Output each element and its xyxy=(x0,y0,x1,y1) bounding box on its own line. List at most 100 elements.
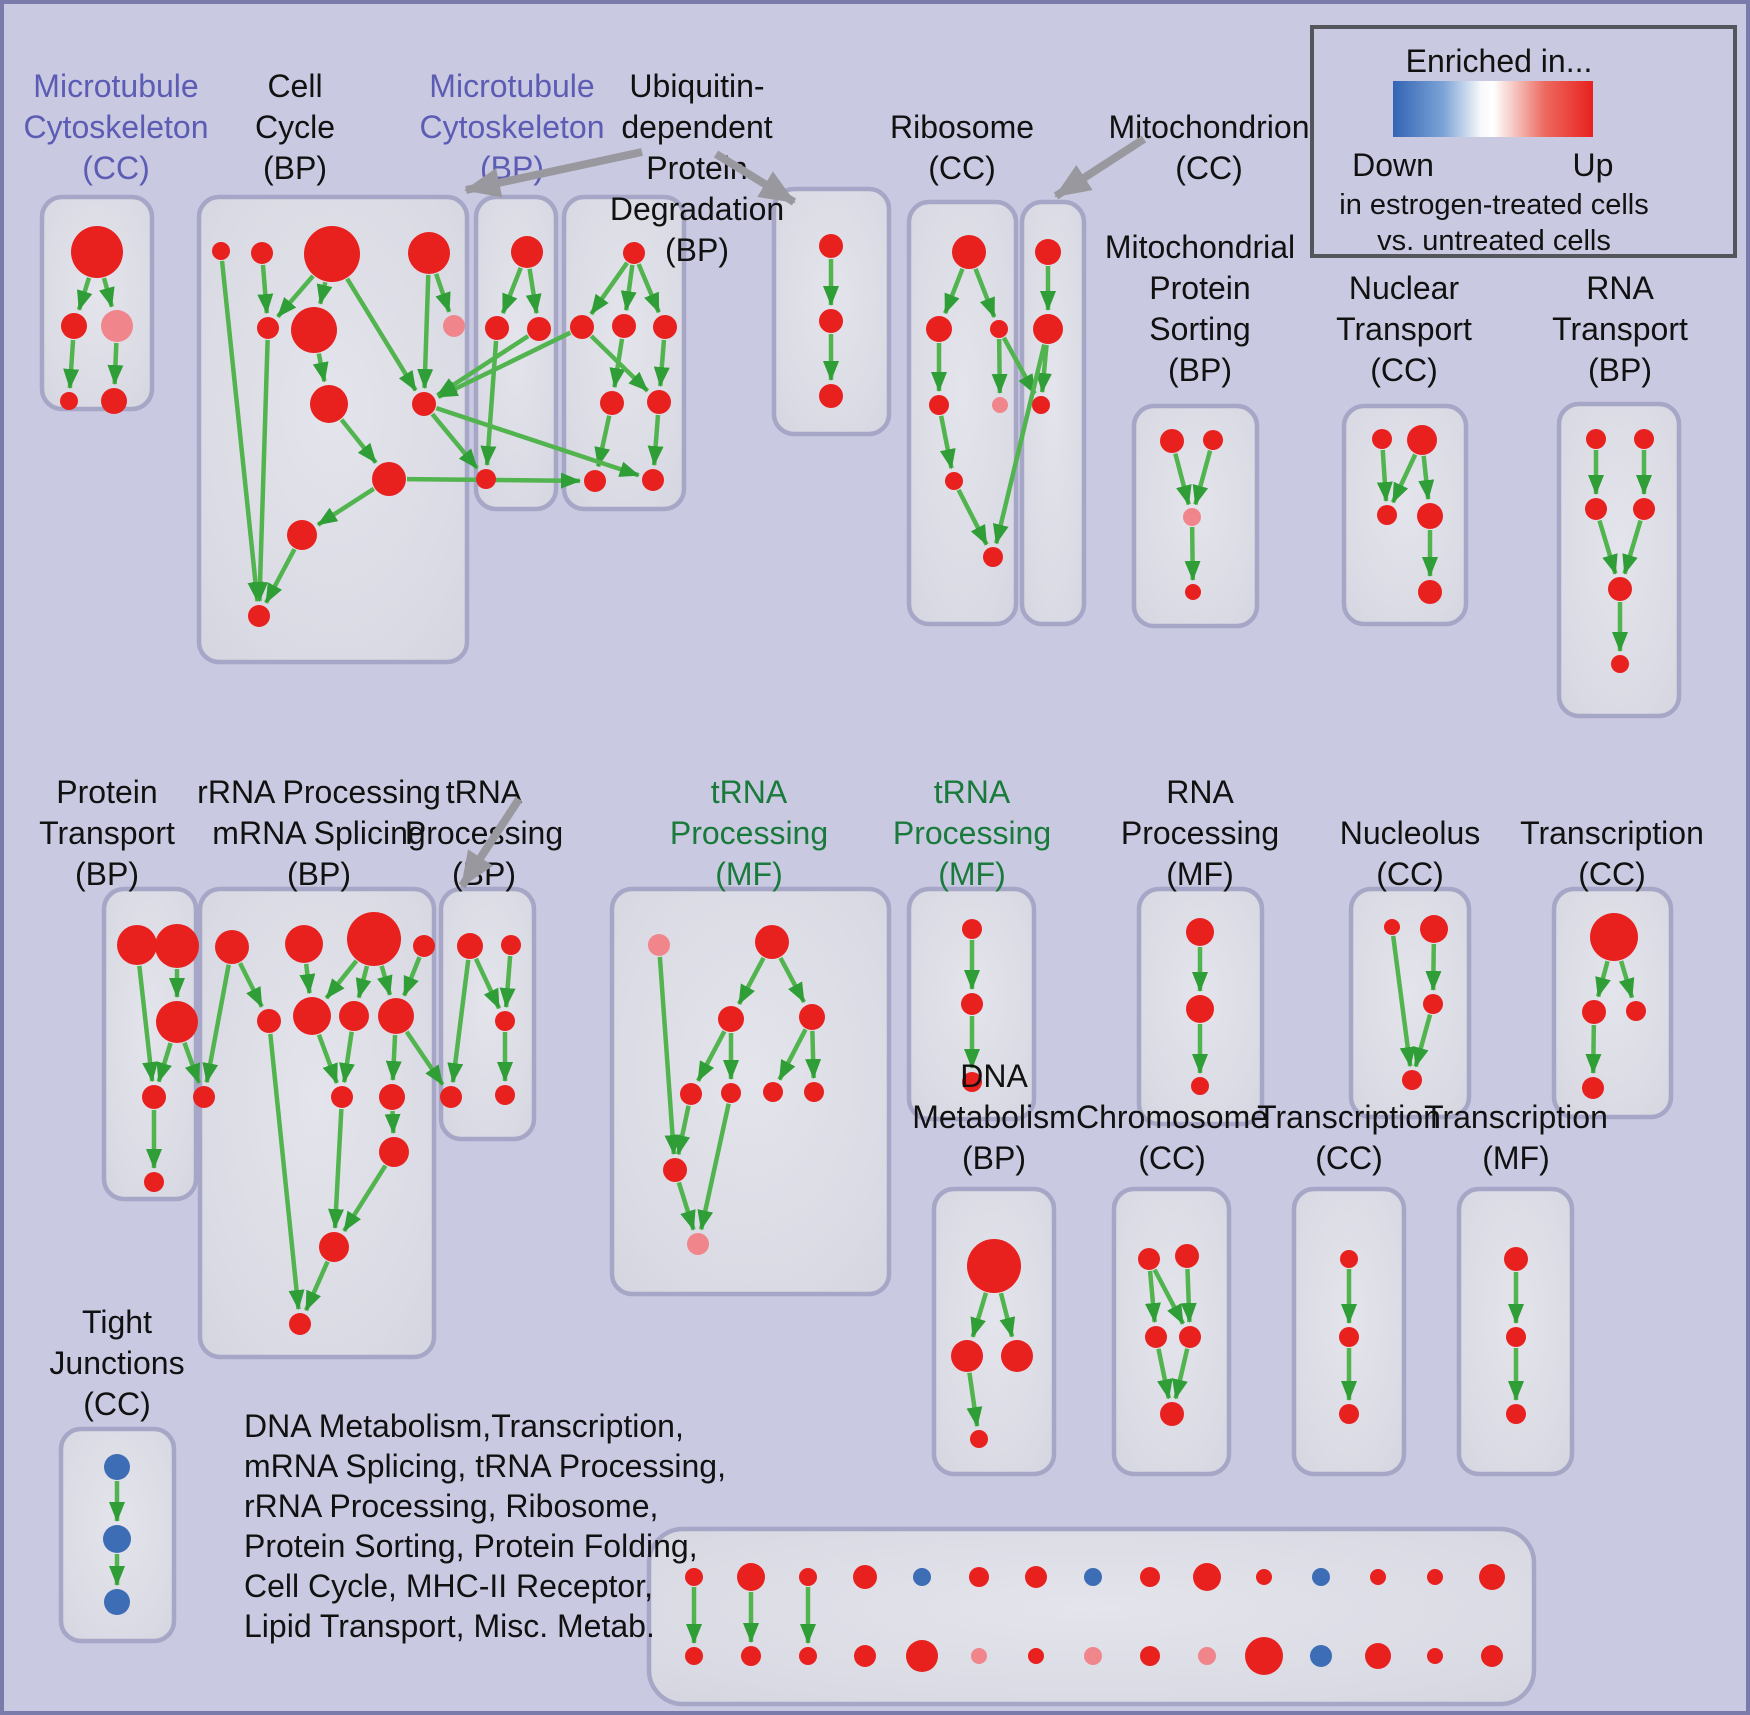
group-label-transcription-cc-mid: Transcription (CC) xyxy=(1520,815,1704,892)
edge-arrow xyxy=(653,339,670,388)
edge-arrow xyxy=(1376,449,1393,503)
go-term-node xyxy=(289,1313,311,1335)
go-term-node xyxy=(1198,1647,1216,1665)
edge-arrow xyxy=(1144,1270,1161,1324)
go-term-node xyxy=(378,998,414,1034)
edge-arrow xyxy=(299,963,316,995)
go-term-node xyxy=(1175,1244,1199,1268)
group-box-nucleolus xyxy=(1348,886,1472,1120)
edges-layer xyxy=(63,259,1652,1644)
go-term-node xyxy=(1312,1568,1330,1586)
edge-arrow xyxy=(345,277,418,392)
edge-arrow xyxy=(1180,1268,1197,1324)
go-term-node xyxy=(1339,1327,1359,1347)
edge-arrow xyxy=(480,340,499,467)
label-pointer-arrow xyxy=(713,150,797,206)
edge-arrow xyxy=(276,274,315,319)
group-label-cell-cycle-bp: Cell Cycle (BP) xyxy=(255,68,335,186)
go-term-node xyxy=(741,1646,761,1666)
group-label-microtubule-cytoskeleton-bp: Microtubule Cytoskeleton (BP) xyxy=(420,68,605,186)
go-term-node xyxy=(971,1648,987,1664)
go-term-node xyxy=(495,1085,515,1105)
go-term-node xyxy=(1193,1563,1221,1591)
misc-text-line: Lipid Transport, Misc. Metab. xyxy=(244,1608,655,1644)
go-term-node xyxy=(156,1001,198,1043)
edge-arrow xyxy=(1597,519,1618,575)
go-term-node xyxy=(1203,430,1223,450)
edge-arrow xyxy=(674,1105,691,1156)
go-term-node xyxy=(819,234,843,258)
edge-arrow xyxy=(1172,1348,1190,1400)
go-term-node xyxy=(413,935,435,957)
go-term-node xyxy=(1418,580,1442,604)
go-term-node xyxy=(1084,1647,1102,1665)
edge-arrow xyxy=(499,955,516,1009)
edge-arrow xyxy=(973,267,997,318)
group-box-chromosome xyxy=(1111,1186,1232,1477)
go-term-node xyxy=(251,242,273,264)
label-pointer-arrow xyxy=(458,796,523,889)
go-term-node xyxy=(1001,1340,1033,1372)
edge-arrow xyxy=(355,965,372,999)
edge-arrow xyxy=(991,338,1008,395)
go-term-node xyxy=(1084,1568,1102,1586)
go-term-node xyxy=(737,1563,765,1591)
go-term-node xyxy=(763,1082,783,1102)
group-box-microtubule-bp xyxy=(473,194,559,512)
go-term-node xyxy=(952,235,986,269)
edge-arrow xyxy=(1184,526,1201,582)
edge-arrow xyxy=(1192,450,1213,506)
group-label-ribosome-cc: Ribosome (CC) xyxy=(890,109,1034,186)
edge-arrow xyxy=(970,1292,989,1338)
edge-arrow xyxy=(676,1181,696,1231)
go-term-node xyxy=(412,392,436,416)
group-box-mitochondrion xyxy=(1019,199,1087,627)
go-term-node xyxy=(1506,1404,1526,1424)
go-term-node xyxy=(527,317,551,341)
go-term-node xyxy=(1035,239,1061,265)
go-term-node xyxy=(1586,429,1606,449)
go-term-node xyxy=(1245,1637,1283,1675)
labels-layer: Microtubule Cytoskeleton (CC) Cell Cycle (BP)… xyxy=(24,68,1704,1422)
go-term-node xyxy=(1582,1077,1604,1099)
go-term-node xyxy=(1417,503,1443,529)
go-term-node xyxy=(310,385,348,423)
legend-up-label: Up xyxy=(1572,147,1614,183)
label-pointer-arrow xyxy=(464,148,643,198)
edge-arrow xyxy=(339,1031,355,1084)
go-term-node xyxy=(951,1340,983,1372)
go-term-node xyxy=(962,1072,982,1092)
edge-arrow xyxy=(402,956,422,997)
go-term-node xyxy=(1420,915,1448,943)
go-term-node xyxy=(685,1647,703,1665)
edge-arrow xyxy=(1585,1024,1602,1075)
edge-arrow xyxy=(1390,935,1416,1068)
group-box-nuclear-transport xyxy=(1341,403,1469,627)
group-box-dna-metabolism xyxy=(931,1186,1057,1477)
edge-arrow xyxy=(938,415,956,470)
edge-arrow xyxy=(404,1030,445,1086)
edge-arrow xyxy=(647,414,664,467)
go-term-node xyxy=(945,472,963,490)
go-term-node xyxy=(642,469,664,491)
edge-arrow xyxy=(447,959,471,1084)
go-term-node xyxy=(612,314,636,338)
go-term-node xyxy=(1479,1564,1505,1590)
go-term-node xyxy=(1256,1569,1272,1585)
edge-arrow xyxy=(437,330,572,400)
go-term-node xyxy=(339,1001,369,1031)
go-term-node xyxy=(287,520,317,550)
go-term-node xyxy=(304,226,360,282)
edge-arrow xyxy=(620,264,637,312)
edge-arrow xyxy=(342,1164,388,1233)
edge-arrow xyxy=(473,957,502,1010)
label-pointer-arrow xyxy=(1053,135,1147,200)
go-term-node xyxy=(1506,1327,1526,1347)
edge-arrow xyxy=(1413,1014,1433,1068)
edge-arrow xyxy=(339,418,378,465)
edge-arrow xyxy=(433,273,452,313)
go-term-node xyxy=(929,395,949,415)
legend-gradient-bar xyxy=(1393,81,1593,137)
edge-arrow xyxy=(385,1034,402,1082)
